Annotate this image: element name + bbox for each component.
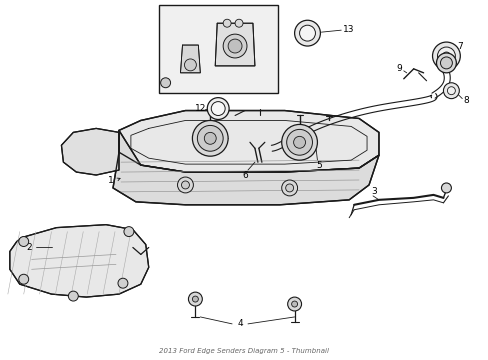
Circle shape [235, 19, 243, 27]
Circle shape [440, 57, 451, 69]
Circle shape [211, 102, 224, 116]
Text: 9: 9 [395, 64, 401, 73]
Text: 2: 2 [27, 243, 32, 252]
Polygon shape [119, 111, 378, 172]
Circle shape [188, 292, 202, 306]
Circle shape [223, 19, 231, 27]
Text: 11: 11 [166, 19, 178, 28]
Circle shape [441, 183, 450, 193]
Polygon shape [180, 45, 200, 73]
Circle shape [436, 53, 455, 73]
Polygon shape [10, 225, 148, 297]
Circle shape [68, 291, 78, 301]
Circle shape [118, 278, 128, 288]
Text: 10: 10 [265, 58, 277, 67]
Circle shape [285, 184, 293, 192]
Circle shape [19, 274, 29, 284]
Circle shape [291, 301, 297, 307]
Circle shape [204, 132, 216, 144]
Text: 2013 Ford Edge Senders Diagram 5 - Thumbnail: 2013 Ford Edge Senders Diagram 5 - Thumb… [159, 348, 328, 354]
Text: 13: 13 [343, 25, 354, 34]
Polygon shape [215, 23, 254, 66]
Circle shape [287, 297, 301, 311]
Circle shape [281, 125, 317, 160]
Circle shape [442, 52, 449, 60]
Circle shape [192, 296, 198, 302]
Circle shape [299, 25, 315, 41]
Circle shape [443, 83, 458, 99]
Circle shape [223, 34, 246, 58]
Circle shape [197, 125, 223, 151]
Text: 5: 5 [316, 161, 322, 170]
Circle shape [228, 39, 242, 53]
Circle shape [181, 181, 189, 189]
Polygon shape [61, 129, 119, 175]
Circle shape [192, 121, 228, 156]
Circle shape [184, 59, 196, 71]
Circle shape [437, 47, 454, 65]
Circle shape [161, 78, 170, 88]
Text: 7: 7 [456, 41, 462, 50]
Bar [158, 5, 277, 93]
Polygon shape [113, 130, 378, 205]
Circle shape [123, 227, 134, 237]
Text: 12: 12 [194, 104, 205, 113]
Circle shape [293, 136, 305, 148]
Circle shape [294, 20, 320, 46]
Circle shape [432, 42, 459, 70]
Text: 1: 1 [108, 176, 114, 185]
Circle shape [286, 129, 312, 155]
Circle shape [177, 177, 193, 193]
Text: 8: 8 [463, 96, 468, 105]
Text: 3: 3 [370, 188, 376, 197]
Text: 6: 6 [242, 171, 247, 180]
Circle shape [281, 180, 297, 196]
Circle shape [447, 87, 454, 95]
Text: 4: 4 [237, 319, 243, 328]
Circle shape [207, 98, 229, 120]
Circle shape [19, 237, 29, 247]
